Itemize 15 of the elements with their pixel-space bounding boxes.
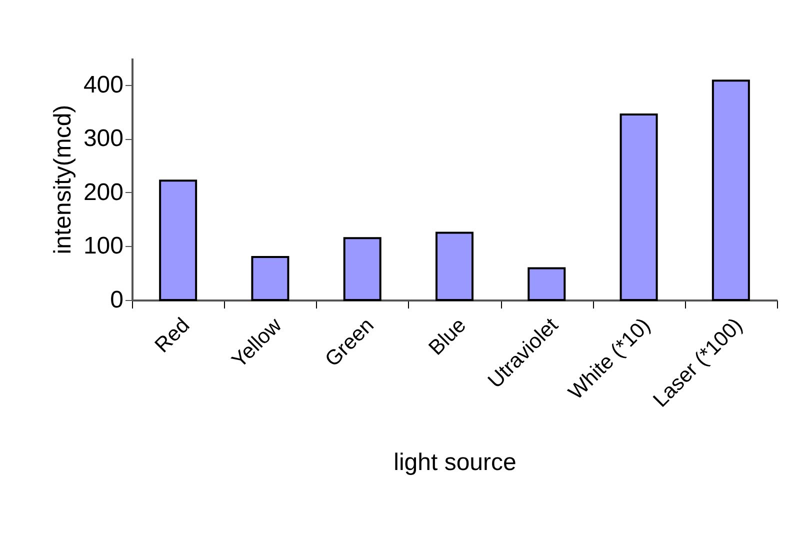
bar bbox=[251, 256, 290, 301]
y-tick-label: 400 bbox=[83, 71, 124, 98]
x-axis-title: light source bbox=[394, 449, 516, 476]
y-tick-label: 100 bbox=[83, 232, 124, 260]
y-tick-label: 0 bbox=[110, 286, 124, 314]
x-tick-label: Blue bbox=[424, 314, 471, 360]
bar bbox=[436, 232, 474, 301]
bar bbox=[528, 267, 566, 301]
bar bbox=[712, 80, 750, 301]
bar bbox=[159, 180, 198, 301]
y-axis-title: intensity(mcd) bbox=[49, 104, 76, 254]
y-tick-label: 200 bbox=[83, 178, 124, 206]
y-tick-label: 300 bbox=[83, 125, 124, 152]
bar bbox=[620, 113, 658, 301]
bar bbox=[343, 237, 382, 301]
